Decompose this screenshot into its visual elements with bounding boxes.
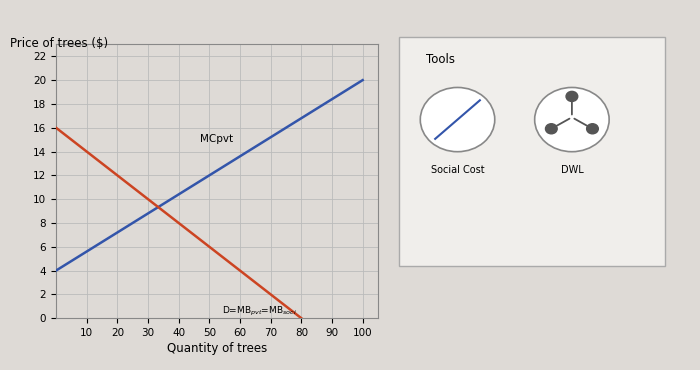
Text: Price of trees ($): Price of trees ($) [10, 37, 109, 50]
Circle shape [566, 91, 578, 101]
Text: D=MB$_{pvt}$=MB$_{soci}$: D=MB$_{pvt}$=MB$_{soci}$ [222, 305, 296, 318]
X-axis label: Quantity of trees: Quantity of trees [167, 342, 267, 355]
Text: Social Cost: Social Cost [430, 165, 484, 175]
Text: DWL: DWL [561, 165, 583, 175]
Circle shape [535, 87, 609, 152]
Circle shape [420, 87, 495, 152]
Text: MCpvt: MCpvt [200, 134, 233, 144]
FancyBboxPatch shape [399, 37, 665, 266]
Text: Tools: Tools [426, 53, 454, 66]
Circle shape [587, 124, 598, 134]
Circle shape [545, 124, 557, 134]
